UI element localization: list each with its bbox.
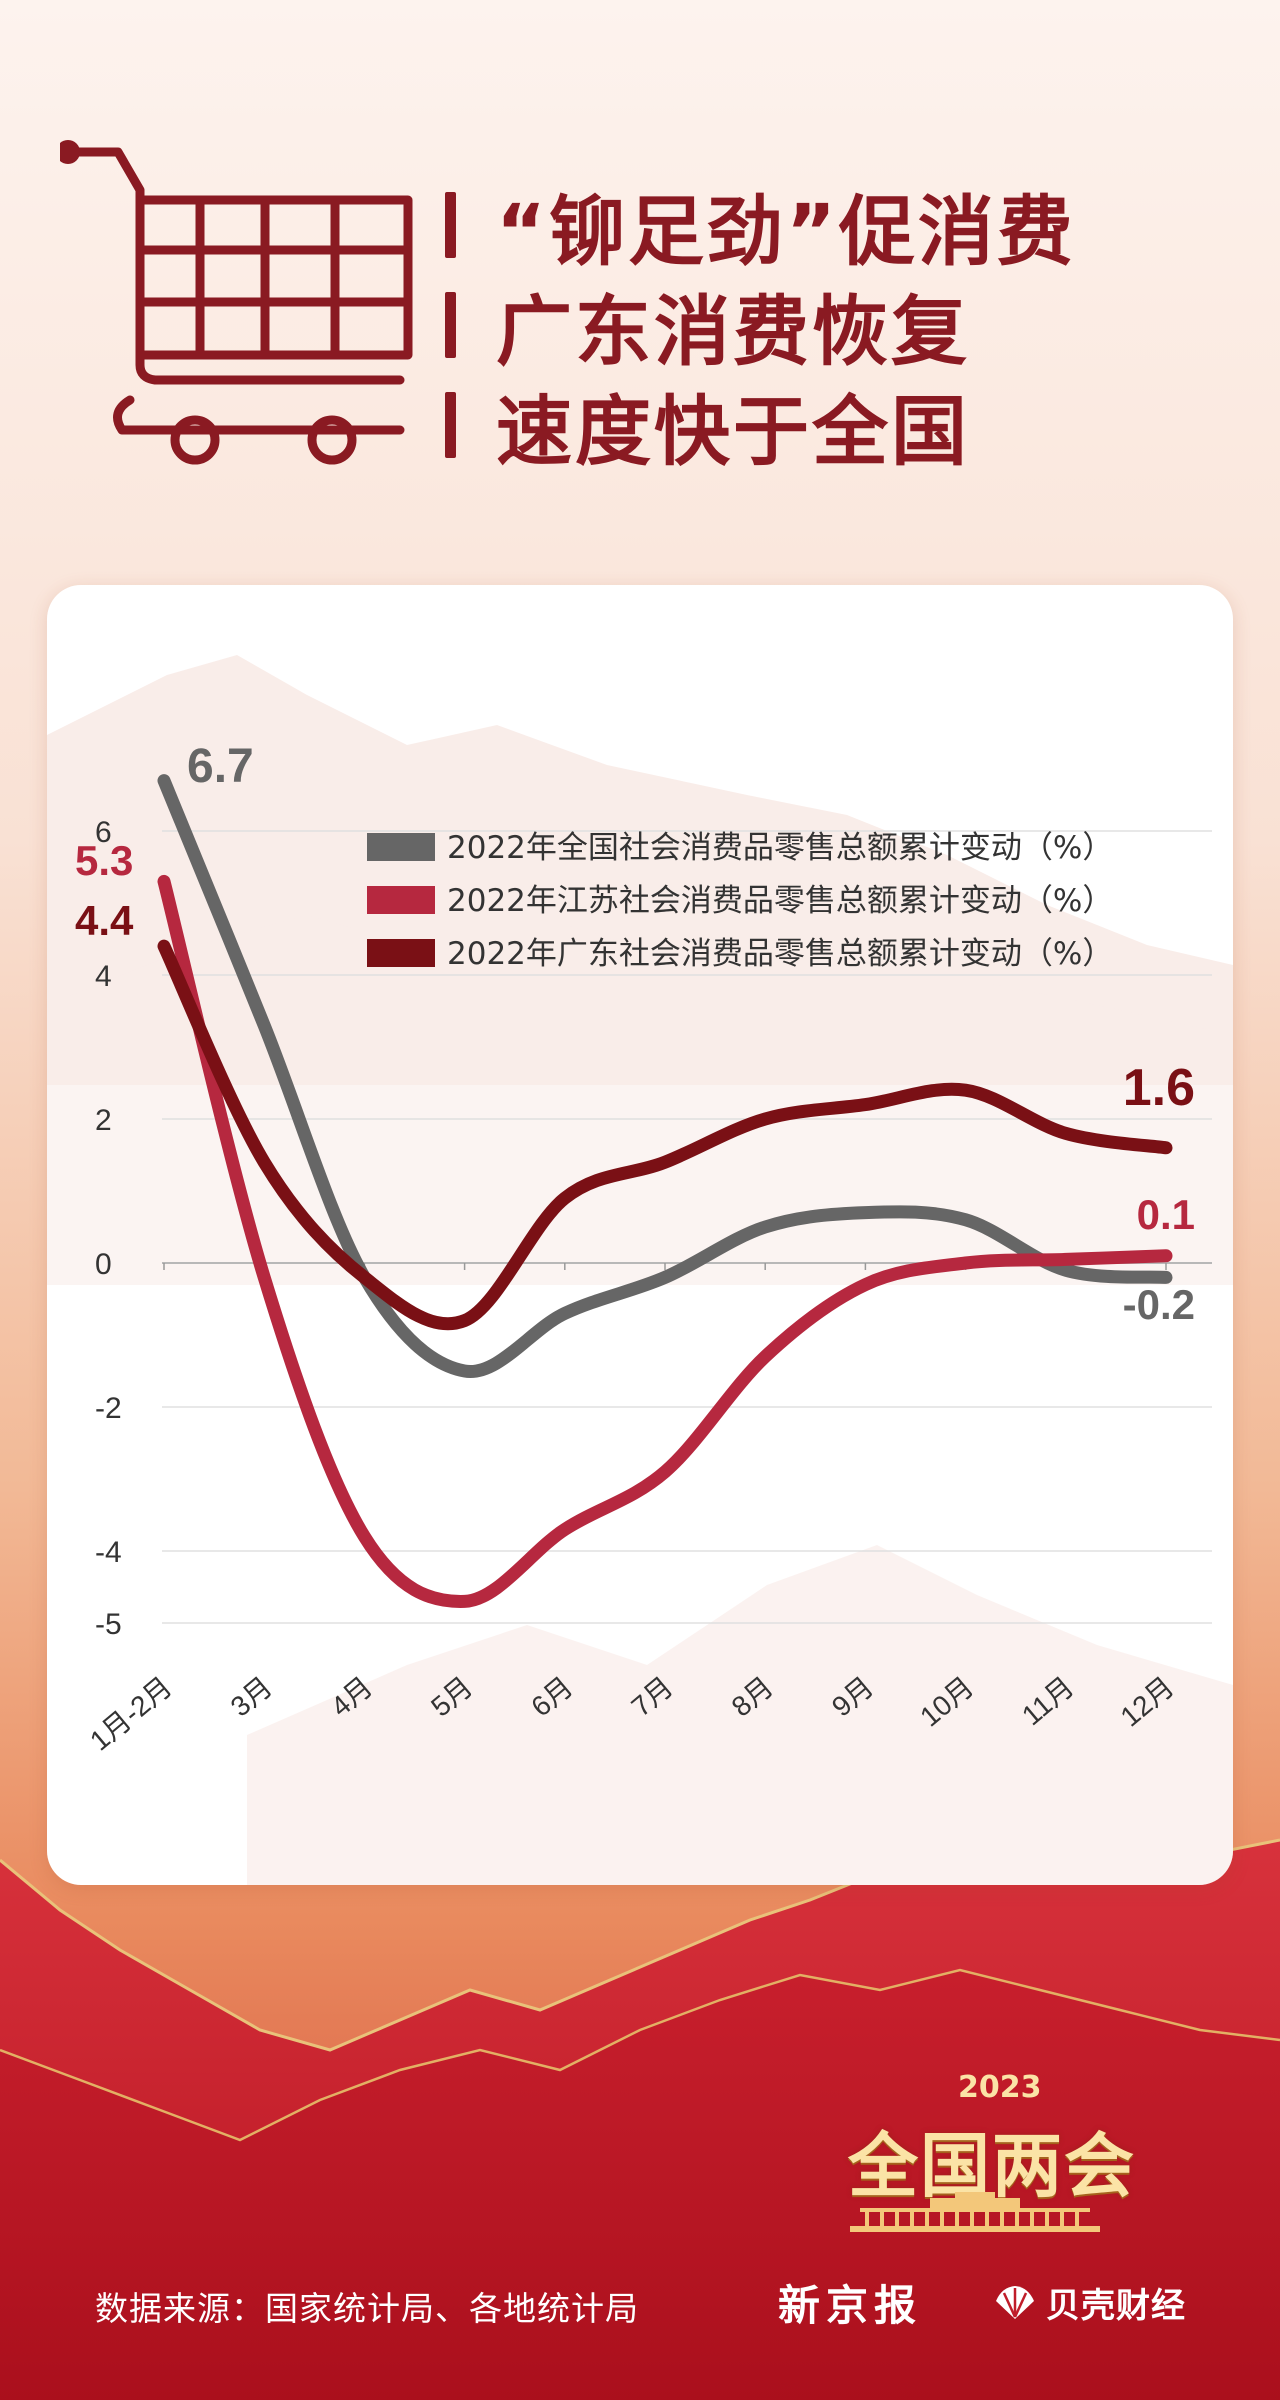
legend-label: 2022年全国社会消费品零售总额累计变动（%）	[447, 830, 1113, 866]
series-line-2	[157, 939, 1173, 1331]
data-label-start: 4.4	[75, 897, 134, 944]
data-label-end: 0.1	[1137, 1191, 1195, 1238]
legend-label: 2022年江苏社会消费品零售总额累计变动（%）	[447, 883, 1113, 919]
title-line-1: “铆足劲”促消费	[496, 187, 1076, 276]
title-line-3: 速度快于全国	[496, 387, 970, 476]
title-lines: “铆足劲”促消费 广东消费恢复 速度快于全国	[445, 175, 1076, 476]
newspaper-logo: 新京报	[778, 2281, 923, 2330]
legend-swatch	[367, 833, 435, 861]
event-year: 2023	[958, 2070, 1042, 2105]
data-label-start: 5.3	[75, 837, 133, 884]
data-source: 数据来源：国家统计局、各地统计局	[95, 2289, 639, 2328]
title-bar	[445, 292, 456, 358]
y-tick-label: -4	[95, 1536, 122, 1569]
line-chart: 6 4 2 0 -2 -4 -5 1月-2月 3月 4月 5月 6月 7月 8月 9月 10月 11月 12月 6.…	[75, 740, 1212, 1757]
legend-swatch	[367, 939, 435, 967]
x-tick-label: 11月	[1016, 1671, 1080, 1731]
y-tick-label: -2	[95, 1392, 122, 1425]
x-tick-label: 10月	[914, 1671, 979, 1733]
y-tick-label: -5	[95, 1608, 122, 1641]
data-label-start: 6.7	[187, 740, 254, 793]
title-bar	[445, 392, 456, 458]
data-label-end: -0.2	[1123, 1281, 1195, 1328]
x-tick-label: 6月	[525, 1671, 578, 1723]
brand-logo: 贝壳财经	[992, 2278, 1186, 2327]
series-line-0	[157, 774, 1173, 1378]
x-tick-label: 5月	[425, 1671, 478, 1723]
x-tick-label: 9月	[826, 1671, 879, 1723]
y-tick-label: 4	[95, 960, 112, 993]
y-tick-label: 0	[95, 1248, 112, 1281]
building-icon	[850, 2192, 1100, 2232]
x-tick-label: 3月	[225, 1671, 278, 1723]
x-tick-label: 4月	[325, 1671, 378, 1723]
title-block: “铆足劲”促消费 广东消费恢复 速度快于全国	[60, 130, 1240, 476]
data-label-end: 1.6	[1123, 1059, 1195, 1117]
legend-label: 2022年广东社会消费品零售总额累计变动（%）	[447, 936, 1113, 972]
legend-swatch	[367, 886, 435, 914]
x-tick-label: 1月-2月	[84, 1671, 178, 1757]
title-line-2: 广东消费恢复	[496, 287, 970, 376]
x-tick-label: 12月	[1115, 1671, 1180, 1733]
card-mountain-decoration	[47, 655, 1233, 1885]
chart-card: 6 4 2 0 -2 -4 -5 1月-2月 3月 4月 5月 6月 7月 8月 9月 10月 11月 12月 6.…	[47, 585, 1233, 1885]
series-line-1	[157, 874, 1173, 1608]
x-tick-label: 7月	[626, 1671, 679, 1723]
x-tick-label: 8月	[726, 1671, 779, 1723]
shopping-cart-icon	[60, 140, 413, 465]
y-tick-label: 2	[95, 1104, 112, 1137]
brand-name: 贝壳财经	[1046, 2286, 1186, 2326]
title-bar	[445, 192, 456, 258]
shell-icon	[996, 2285, 1034, 2319]
y-tick-label: 6	[95, 816, 112, 849]
